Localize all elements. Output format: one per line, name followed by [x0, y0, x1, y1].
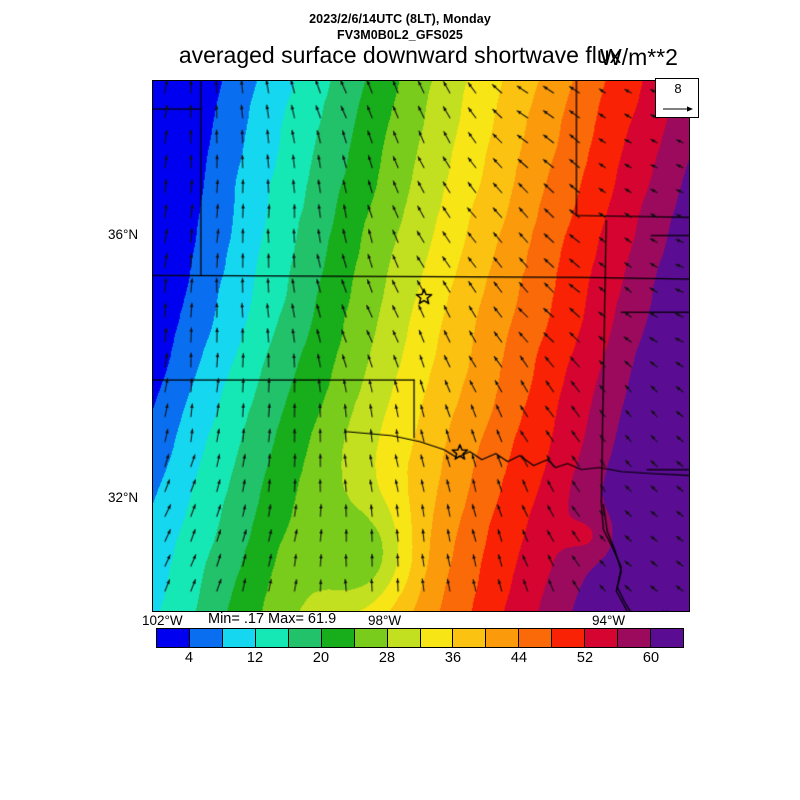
colorbar-tick-labels: 4 12 20 28 36 44 52 60: [156, 650, 684, 668]
axis-label-lon-102: 102°W: [142, 613, 183, 628]
title-model: FV3M0B0L2_GFS025: [337, 28, 463, 42]
colorbar-swatch: [255, 629, 289, 647]
colorbar-swatch: [189, 629, 223, 647]
colorbar-swatch: [354, 629, 388, 647]
colorbar-swatch: [651, 629, 683, 647]
colorbar-swatch: [321, 629, 355, 647]
map-plot-area: [152, 80, 690, 612]
vector-reference-legend: 8: [655, 78, 699, 118]
colorbar-tick-label: 28: [378, 650, 396, 666]
colorbar-tick-label: 20: [312, 650, 330, 666]
colorbar-swatch: [585, 629, 619, 647]
axis-label-lat-36: 36°N: [108, 227, 139, 242]
colorbar-tick-label: 52: [576, 650, 594, 666]
colorbar-tick-label: 36: [444, 650, 462, 666]
title-datetime: 2023/2/6/14UTC (8LT), Monday: [309, 12, 491, 26]
colorbar-swatch: [288, 629, 322, 647]
right-arrow-icon: [663, 106, 693, 112]
colorbar-swatch: [420, 629, 454, 647]
minmax-annotation: Min= .17 Max= 61.9: [208, 611, 337, 627]
colorbar-tick-label: 60: [642, 650, 660, 666]
units-label: W/m**2: [600, 44, 678, 70]
axis-label-lon-98: 98°W: [368, 613, 402, 628]
colorbar-tick-label: 44: [510, 650, 528, 666]
colorbar-swatch: [453, 629, 487, 647]
vector-reference-value: 8: [674, 81, 682, 96]
axis-label-lat-32: 32°N: [108, 490, 139, 505]
shortwave-flux-heatmap: [153, 81, 689, 611]
colorbar-swatch: [387, 629, 421, 647]
colorbar: [156, 628, 684, 648]
colorbar-swatch: [486, 629, 520, 647]
colorbar-swatch: [618, 629, 652, 647]
page-title: averaged surface downward shortwave flux: [178, 42, 622, 68]
colorbar-swatch: [222, 629, 256, 647]
colorbar-tick-label: 12: [246, 650, 264, 666]
colorbar-swatch: [552, 629, 586, 647]
colorbar-swatch: [519, 629, 553, 647]
colorbar-swatch: [157, 629, 190, 647]
colorbar-tick-label: 4: [184, 650, 194, 666]
axis-label-lon-94: 94°W: [592, 613, 626, 628]
